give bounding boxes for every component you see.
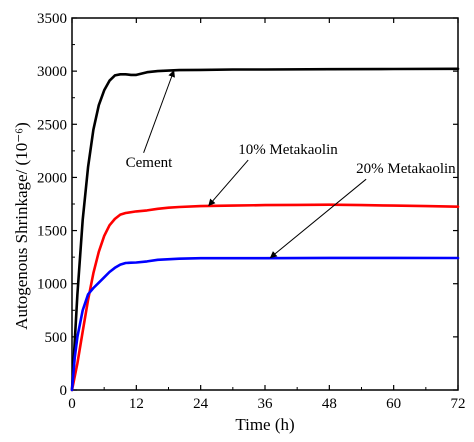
x-tick-label: 60: [386, 396, 401, 412]
annotation-label-2: 10% Metakaolin: [238, 142, 338, 158]
annotation-arrow-3: [269, 178, 367, 259]
y-tick-label: 2000: [37, 170, 67, 186]
x-tick-label: 0: [68, 396, 76, 412]
x-axis-title: Time (h): [235, 415, 294, 434]
y-tick-label: 3500: [37, 11, 67, 27]
x-tick-label: 36: [258, 396, 274, 412]
annotation-label-3: 20% Metakaolin: [356, 161, 456, 177]
y-tick-label: 2500: [37, 117, 67, 133]
x-tick-label: 72: [451, 396, 466, 412]
y-tick-label: 0: [60, 383, 68, 399]
y-tick-label: 1500: [37, 224, 67, 240]
annotation-label-1: Cement: [126, 155, 173, 171]
y-tick-label: 3000: [37, 64, 67, 80]
annotation-arrow-2: [208, 159, 249, 207]
x-tick-label: 24: [193, 396, 209, 412]
y-axis-title: Autogenous Shrinkage/ (10⁻⁶): [12, 122, 31, 330]
annotation-arrow-1: [143, 69, 175, 153]
y-tick-label: 1000: [37, 277, 67, 293]
series-line-2: [70, 203, 460, 392]
x-tick-label: 12: [129, 396, 144, 412]
series-line-3: [70, 256, 460, 392]
series-line-1: [70, 67, 460, 392]
x-tick-label: 48: [322, 396, 337, 412]
y-tick-label: 500: [45, 330, 68, 346]
